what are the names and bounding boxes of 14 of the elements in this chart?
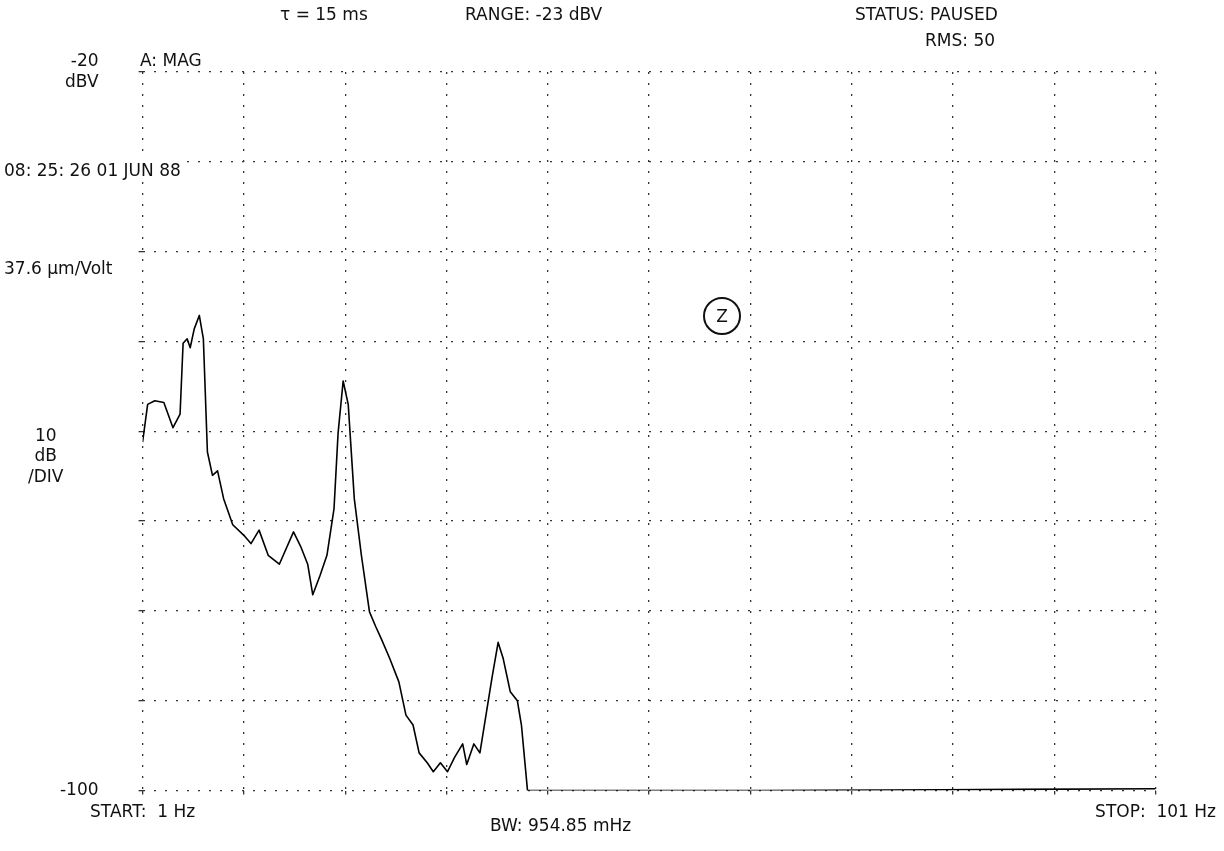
text: τ = 15 ms <box>280 4 368 25</box>
text: STATUS: PAUSED <box>855 4 998 25</box>
text: A: MAG <box>140 50 202 71</box>
x-tick-label: START: 1 Hz <box>90 801 196 822</box>
annotation: 08: 25: 26 01 JUN 88 <box>4 160 181 181</box>
text: RMS: 50 <box>925 30 996 51</box>
text: BW: 954.85 mHz <box>490 815 632 836</box>
y-tick-label: -20 dBV <box>65 50 99 91</box>
annotation: Z <box>703 297 741 335</box>
x-tick-label: STOP: 101 Hz <box>1095 801 1217 822</box>
text: 37.6 μm/Volt <box>4 258 113 279</box>
text: 10 dB /DIV <box>28 425 64 487</box>
y-tick-label: -100 <box>59 779 99 800</box>
text: RANGE: -23 dBV <box>465 4 603 25</box>
